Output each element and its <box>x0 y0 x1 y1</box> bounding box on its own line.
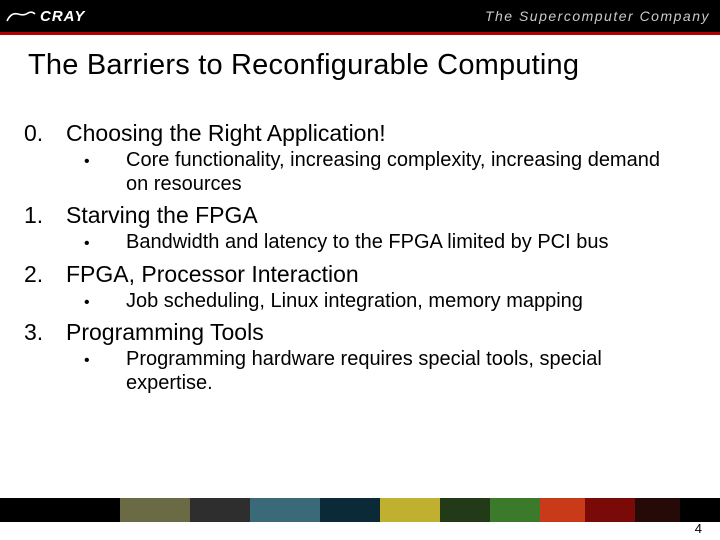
list-subitem-text: Programming hardware requires special to… <box>126 348 692 395</box>
list-item-number: 2. <box>18 261 66 288</box>
list-item-head: 3. Programming Tools <box>18 319 692 346</box>
list-subitem-text: Job scheduling, Linux integration, memor… <box>126 290 593 314</box>
footer-chip <box>635 498 680 522</box>
list-item: 1. Starving the FPGA • Bandwidth and lat… <box>18 202 692 255</box>
footer-chip <box>680 498 720 522</box>
list-item-number: 1. <box>18 202 66 229</box>
footer-chip <box>0 498 120 522</box>
list-subitem: • Core functionality, increasing complex… <box>18 149 692 196</box>
list-item-number: 0. <box>18 120 66 147</box>
list-item-head: 0. Choosing the Right Application! <box>18 120 692 147</box>
slide-content: 0. Choosing the Right Application! • Cor… <box>0 88 720 396</box>
list-subitem-text: Core functionality, increasing complexit… <box>126 149 692 196</box>
footer-chip <box>380 498 440 522</box>
list-item: 0. Choosing the Right Application! • Cor… <box>18 120 692 196</box>
slide: CRAY The Supercomputer Company The Barri… <box>0 0 720 540</box>
logo-mark-icon <box>6 11 36 21</box>
logo-text: CRAY <box>40 8 85 25</box>
bullet-icon: • <box>84 153 126 171</box>
list-item-head: 1. Starving the FPGA <box>18 202 692 229</box>
header-bar: CRAY The Supercomputer Company <box>0 0 720 32</box>
page-number: 4 <box>695 521 702 536</box>
list-subitem: • Bandwidth and latency to the FPGA limi… <box>18 231 692 255</box>
list-item-title: FPGA, Processor Interaction <box>66 261 359 288</box>
slide-title: The Barriers to Reconfigurable Computing <box>0 35 720 88</box>
list-item-title: Choosing the Right Application! <box>66 120 386 147</box>
list-subitem: • Programming hardware requires special … <box>18 348 692 395</box>
bullet-icon: • <box>84 235 126 253</box>
footer-chip <box>250 498 320 522</box>
list-item-title: Programming Tools <box>66 319 264 346</box>
list-item-title: Starving the FPGA <box>66 202 258 229</box>
list-item: 2. FPGA, Processor Interaction • Job sch… <box>18 261 692 314</box>
list-item: 3. Programming Tools • Programming hardw… <box>18 319 692 395</box>
bullet-icon: • <box>84 352 126 370</box>
footer-color-band <box>0 498 720 522</box>
footer-chip <box>440 498 490 522</box>
footer-chip <box>585 498 635 522</box>
footer-chip <box>490 498 540 522</box>
footer-chip <box>540 498 585 522</box>
footer-chip <box>120 498 190 522</box>
list-subitem-text: Bandwidth and latency to the FPGA limite… <box>126 231 618 255</box>
footer-chip <box>320 498 380 522</box>
bullet-icon: • <box>84 294 126 312</box>
list-subitem: • Job scheduling, Linux integration, mem… <box>18 290 692 314</box>
header-tagline: The Supercomputer Company <box>485 8 710 24</box>
list-item-head: 2. FPGA, Processor Interaction <box>18 261 692 288</box>
logo: CRAY <box>6 8 85 25</box>
footer-chip <box>190 498 250 522</box>
list-item-number: 3. <box>18 319 66 346</box>
